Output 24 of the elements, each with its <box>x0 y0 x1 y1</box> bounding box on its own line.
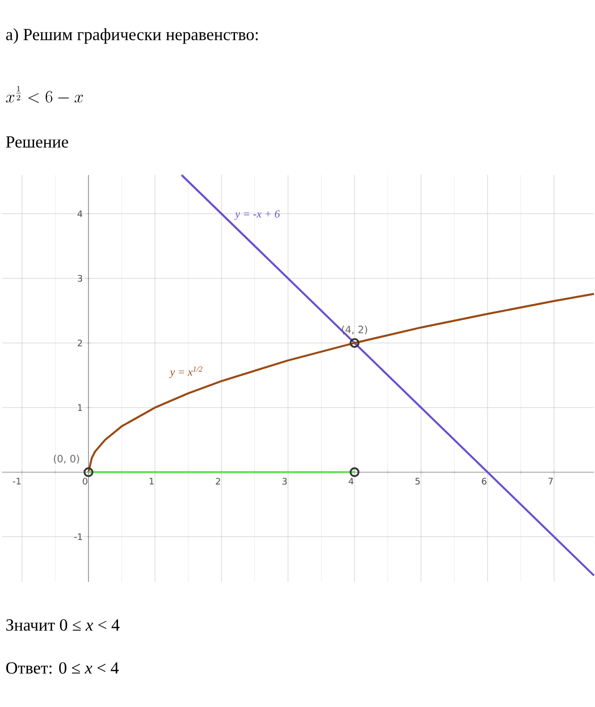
x-tick-label: 0 <box>82 478 88 485</box>
x-tick-label: 4 <box>348 478 354 484</box>
x-tick-label: 3 <box>282 478 287 485</box>
x-tick-label: 2 <box>216 478 220 485</box>
y-tick-label: 2 <box>78 340 82 346</box>
x-tick-label: 5 <box>415 478 420 485</box>
text: Ответ: 0 ≤ x < 4 <box>6 662 119 674</box>
x-tick-label: -1 <box>12 478 21 484</box>
line-series <box>87 292 595 474</box>
y-tick-label: 3 <box>78 274 82 282</box>
chart-subtitle: $x^{\frac{1}{2}} < 6 - x$ <box>6 86 83 103</box>
chart-title: а) Решим графически неравенство: <box>6 28 258 44</box>
y-tick-label: -1 <box>74 534 82 540</box>
x-tick-label: 7 <box>548 478 553 484</box>
series-label: y = x$^{1/2}$ <box>169 366 202 378</box>
series-label: y = -x + 6 <box>234 210 280 220</box>
y-tick-label: 4 <box>78 210 82 218</box>
annotation: (0, 0) <box>54 454 80 464</box>
x-tick-label: 1 <box>150 478 154 484</box>
text: Значит 0 ≤ x < 4 <box>6 619 120 631</box>
text: Решение <box>6 136 68 148</box>
y-tick-label: 1 <box>78 404 82 411</box>
x-tick-label: 6 <box>482 478 486 485</box>
annotation: (4, 2) <box>342 326 368 334</box>
